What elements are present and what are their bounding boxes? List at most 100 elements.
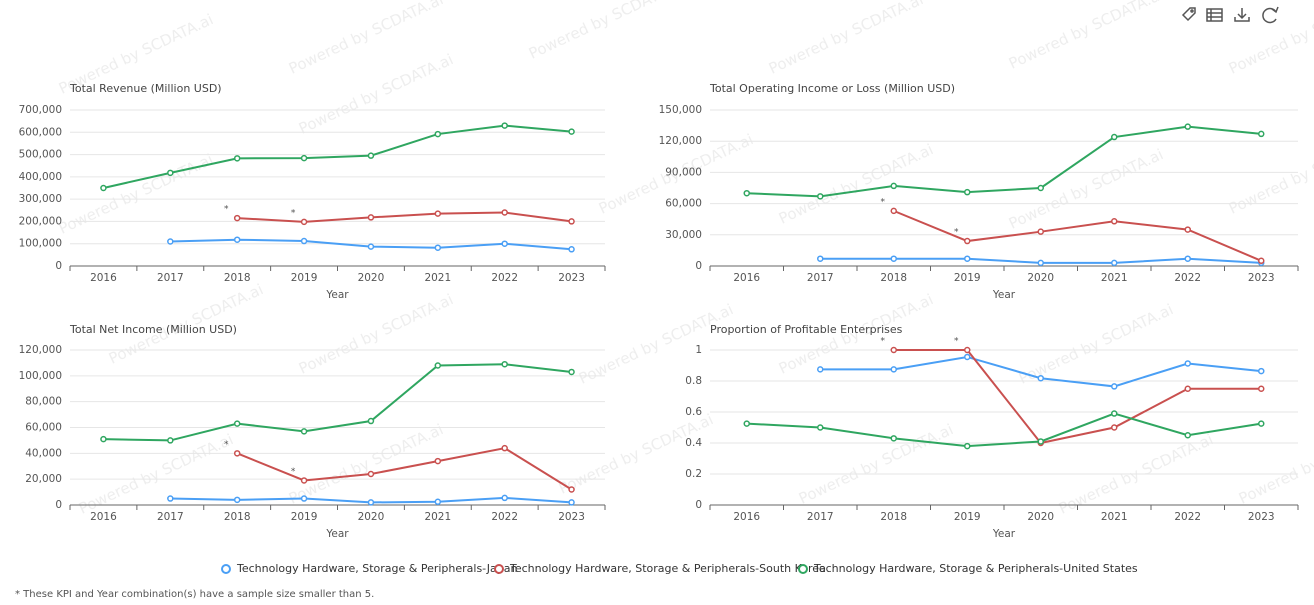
data-point bbox=[1184, 385, 1191, 392]
data-point bbox=[1111, 383, 1118, 390]
data-point bbox=[167, 169, 174, 177]
watermark: Powered by SCDATA.ai bbox=[556, 410, 716, 497]
series-line bbox=[103, 124, 572, 189]
y-tick-label: 60,000 bbox=[665, 198, 702, 210]
legend-label: Technology Hardware, Storage & Periphera… bbox=[236, 562, 517, 575]
x-tick-label: 2020 bbox=[1027, 511, 1054, 523]
data-point bbox=[233, 496, 241, 504]
watermark: Powered by SCDATA.ai bbox=[526, 0, 686, 63]
x-tick-label: 2021 bbox=[424, 511, 451, 523]
chart-title: Proportion of Profitable Enterprises bbox=[710, 323, 903, 336]
x-tick-label: 2017 bbox=[157, 272, 184, 284]
data-point bbox=[233, 420, 241, 427]
watermark: Powered by SCDATA.ai bbox=[766, 0, 926, 78]
y-tick-label: 150,000 bbox=[659, 104, 702, 116]
annotation: * bbox=[224, 205, 229, 215]
x-tick-label: 2017 bbox=[157, 511, 184, 523]
download-icon[interactable] bbox=[1234, 8, 1250, 22]
series-line bbox=[893, 209, 1262, 262]
watermark: Powered by SCDATA.ai bbox=[1006, 0, 1166, 73]
legend-item[interactable]: Technology Hardware, Storage & Periphera… bbox=[221, 562, 517, 575]
x-tick-label: 2017 bbox=[807, 272, 834, 284]
y-tick-label: 0 bbox=[695, 260, 702, 272]
chart-title: Total Operating Income or Loss (Million … bbox=[709, 82, 955, 95]
watermark: Powered by SCDATA.ai bbox=[1226, 130, 1314, 217]
data-point bbox=[501, 122, 508, 129]
data-point bbox=[890, 182, 897, 190]
y-tick-label: 300,000 bbox=[19, 193, 62, 205]
x-tick-label: 2021 bbox=[424, 272, 451, 284]
data-point bbox=[1111, 218, 1118, 225]
data-point bbox=[501, 494, 508, 502]
y-tick-label: 100,000 bbox=[19, 238, 62, 250]
refresh-icon[interactable] bbox=[1262, 6, 1279, 24]
y-tick-label: 700,000 bbox=[19, 104, 62, 116]
chart-title: Total Net Income (Million USD) bbox=[69, 323, 237, 336]
y-tick-label: 200,000 bbox=[19, 215, 62, 227]
data-point bbox=[367, 152, 375, 159]
data-point bbox=[568, 128, 575, 135]
data-point bbox=[501, 444, 508, 452]
x-tick-label: 2022 bbox=[491, 272, 518, 284]
watermark: Powered by SCDATA.ai bbox=[1236, 420, 1314, 507]
data-point bbox=[300, 428, 308, 435]
data-point bbox=[1037, 184, 1044, 192]
x-tick-label: 2017 bbox=[807, 511, 834, 523]
y-tick-label: 500,000 bbox=[19, 149, 62, 161]
tag-icon[interactable] bbox=[1181, 7, 1196, 22]
legend-icon bbox=[494, 564, 504, 574]
x-tick-label: 2016 bbox=[733, 272, 760, 284]
legend-item[interactable]: Technology Hardware, Storage & Periphera… bbox=[494, 562, 826, 575]
chart-title: Total Revenue (Million USD) bbox=[69, 82, 222, 95]
data-point bbox=[568, 246, 575, 253]
data-point bbox=[890, 207, 897, 215]
data-point bbox=[964, 255, 971, 262]
series-line bbox=[746, 412, 1262, 448]
data-point bbox=[434, 362, 442, 369]
annotation: * bbox=[291, 208, 296, 218]
data-point bbox=[817, 193, 824, 200]
data-point bbox=[167, 437, 174, 444]
data-point bbox=[1037, 259, 1044, 267]
x-tick-label: 2022 bbox=[491, 511, 518, 523]
x-tick-label: 2020 bbox=[1027, 272, 1054, 284]
data-point bbox=[167, 495, 174, 502]
legend-item[interactable]: Technology Hardware, Storage & Periphera… bbox=[798, 562, 1138, 575]
data-point bbox=[300, 477, 308, 484]
data-point bbox=[1111, 259, 1118, 267]
table-icon[interactable] bbox=[1206, 8, 1223, 22]
data-point bbox=[817, 424, 824, 431]
x-tick-label: 2022 bbox=[1174, 511, 1201, 523]
data-point bbox=[1258, 130, 1265, 138]
y-tick-label: 0.8 bbox=[685, 375, 702, 387]
y-tick-label: 400,000 bbox=[19, 171, 62, 183]
x-tick-label: 2021 bbox=[1101, 511, 1128, 523]
x-tick-label: 2016 bbox=[90, 272, 117, 284]
data-point bbox=[743, 189, 750, 197]
data-point bbox=[1037, 228, 1044, 235]
y-tick-label: 30,000 bbox=[665, 229, 702, 241]
data-point bbox=[233, 450, 241, 457]
data-point bbox=[434, 130, 442, 138]
annotation: * bbox=[954, 228, 959, 238]
y-tick-label: 60,000 bbox=[25, 422, 62, 434]
x-tick-label: 2018 bbox=[880, 511, 907, 523]
series-line bbox=[746, 125, 1262, 198]
data-point bbox=[1037, 438, 1044, 445]
data-point bbox=[1111, 133, 1118, 141]
y-tick-label: 20,000 bbox=[25, 473, 62, 485]
data-point bbox=[964, 353, 971, 361]
data-point bbox=[501, 209, 508, 216]
data-point bbox=[1184, 360, 1191, 367]
x-tick-label: 2023 bbox=[1248, 272, 1275, 284]
y-tick-label: 120,000 bbox=[19, 344, 62, 356]
x-tick-label: 2020 bbox=[358, 272, 385, 284]
x-tick-label: 2018 bbox=[880, 272, 907, 284]
x-tick-label: 2019 bbox=[291, 511, 318, 523]
legend-label: Technology Hardware, Storage & Periphera… bbox=[813, 562, 1138, 575]
annotation: * bbox=[291, 467, 296, 477]
series-line bbox=[236, 447, 573, 491]
x-tick-label: 2023 bbox=[558, 511, 585, 523]
data-point bbox=[568, 486, 575, 493]
data-point bbox=[501, 360, 508, 368]
